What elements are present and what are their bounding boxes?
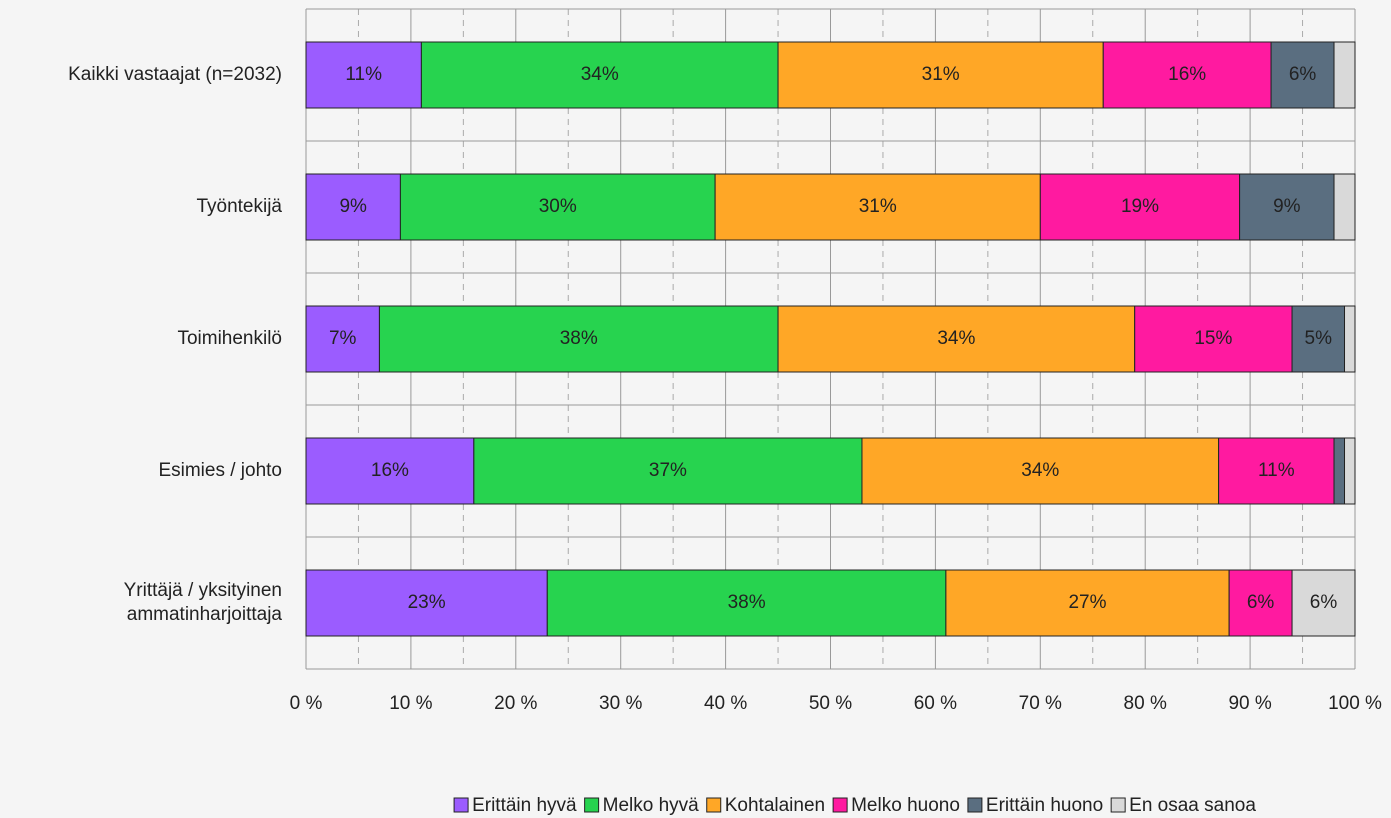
x-tick-label: 90 % — [1228, 693, 1271, 714]
y-tick-label: Esimies / johto — [158, 460, 282, 481]
bar-segment — [399, 173, 716, 241]
y-tick-label: Kaikki vastaajat (n=2032) — [68, 64, 282, 85]
data-label: 6% — [1289, 64, 1317, 85]
bar-segment — [473, 437, 863, 505]
x-tick-label: 20 % — [494, 693, 537, 714]
bar-segment — [378, 305, 779, 373]
bar-segment — [1134, 305, 1293, 373]
data-label: 34% — [1021, 460, 1059, 481]
data-label: 38% — [728, 592, 766, 613]
bar-segment — [305, 437, 475, 505]
data-label: 37% — [649, 460, 687, 481]
data-label: 16% — [371, 460, 409, 481]
bar-segment — [1239, 173, 1335, 241]
bar-segment — [1333, 437, 1346, 505]
bar-segment — [777, 41, 1104, 109]
legend-swatch — [1110, 797, 1126, 813]
data-label: 6% — [1247, 592, 1275, 613]
x-tick-label: 70 % — [1019, 693, 1062, 714]
bar-segment — [777, 305, 1136, 373]
bar-segment — [546, 569, 947, 637]
bar-segment — [305, 173, 401, 241]
bar-segment — [1333, 173, 1356, 241]
legend-label: Erittäin hyvä — [472, 795, 577, 816]
bar-segment — [1291, 305, 1346, 373]
data-label: 34% — [581, 64, 619, 85]
data-label: 11% — [1258, 460, 1295, 481]
data-label: 27% — [1068, 592, 1106, 613]
y-tick-label: Työntekijä — [196, 196, 282, 217]
bar-segment — [1344, 437, 1356, 505]
bar-segment — [861, 437, 1220, 505]
x-tick-label: 60 % — [914, 693, 957, 714]
data-label: 31% — [859, 196, 897, 217]
data-label: 19% — [1121, 196, 1159, 217]
bar-segment — [1218, 437, 1335, 505]
y-tick-label: Yrittäjä / yksityinen ammatinharjoittaja — [124, 580, 283, 625]
data-label: 15% — [1194, 328, 1232, 349]
bar-segment — [305, 569, 548, 637]
bar-segment — [1291, 569, 1356, 637]
legend-label: Melko hyvä — [603, 795, 700, 816]
legend-swatch — [706, 797, 722, 813]
legend-swatch — [967, 797, 983, 813]
data-label: 38% — [560, 328, 598, 349]
legend-label: Melko huono — [851, 795, 960, 816]
data-label: 23% — [408, 592, 446, 613]
data-label: 9% — [1273, 196, 1301, 217]
bar-segment — [945, 569, 1230, 637]
legend-swatch — [584, 797, 600, 813]
data-label: 30% — [539, 196, 577, 217]
data-label: 11% — [345, 64, 382, 85]
x-tick-label: 100 % — [1328, 693, 1382, 714]
x-tick-label: 50 % — [809, 693, 852, 714]
legend-label: Kohtalainen — [725, 795, 825, 816]
data-label: 9% — [339, 196, 367, 217]
data-label: 34% — [937, 328, 975, 349]
x-tick-label: 80 % — [1124, 693, 1167, 714]
bar-segment — [420, 41, 779, 109]
legend-label: Erittäin huono — [986, 795, 1103, 816]
data-label: 7% — [329, 328, 357, 349]
bar-segment — [305, 305, 380, 373]
data-label: 31% — [922, 64, 960, 85]
bar-segment — [1333, 41, 1356, 109]
bar-segment — [714, 173, 1041, 241]
bar-segment — [1344, 305, 1356, 373]
x-tick-label: 10 % — [389, 693, 432, 714]
legend-swatch — [453, 797, 469, 813]
data-label: 16% — [1168, 64, 1206, 85]
data-label: 5% — [1305, 328, 1333, 349]
bar-segment — [1102, 41, 1272, 109]
data-label: 6% — [1310, 592, 1338, 613]
x-tick-label: 30 % — [599, 693, 642, 714]
bar-segment — [1270, 41, 1335, 109]
legend-swatch — [832, 797, 848, 813]
y-tick-label-line: Yrittäjä / yksityinen — [124, 580, 282, 601]
y-tick-label: Toimihenkilö — [177, 328, 282, 349]
y-tick-label-line: ammatinharjoittaja — [127, 604, 283, 625]
x-tick-label: 40 % — [704, 693, 747, 714]
bar-segment — [1228, 569, 1293, 637]
legend-label: En osaa sanoa — [1129, 795, 1256, 816]
bar-segment — [1039, 173, 1241, 241]
x-tick-label: 0 % — [290, 693, 323, 714]
